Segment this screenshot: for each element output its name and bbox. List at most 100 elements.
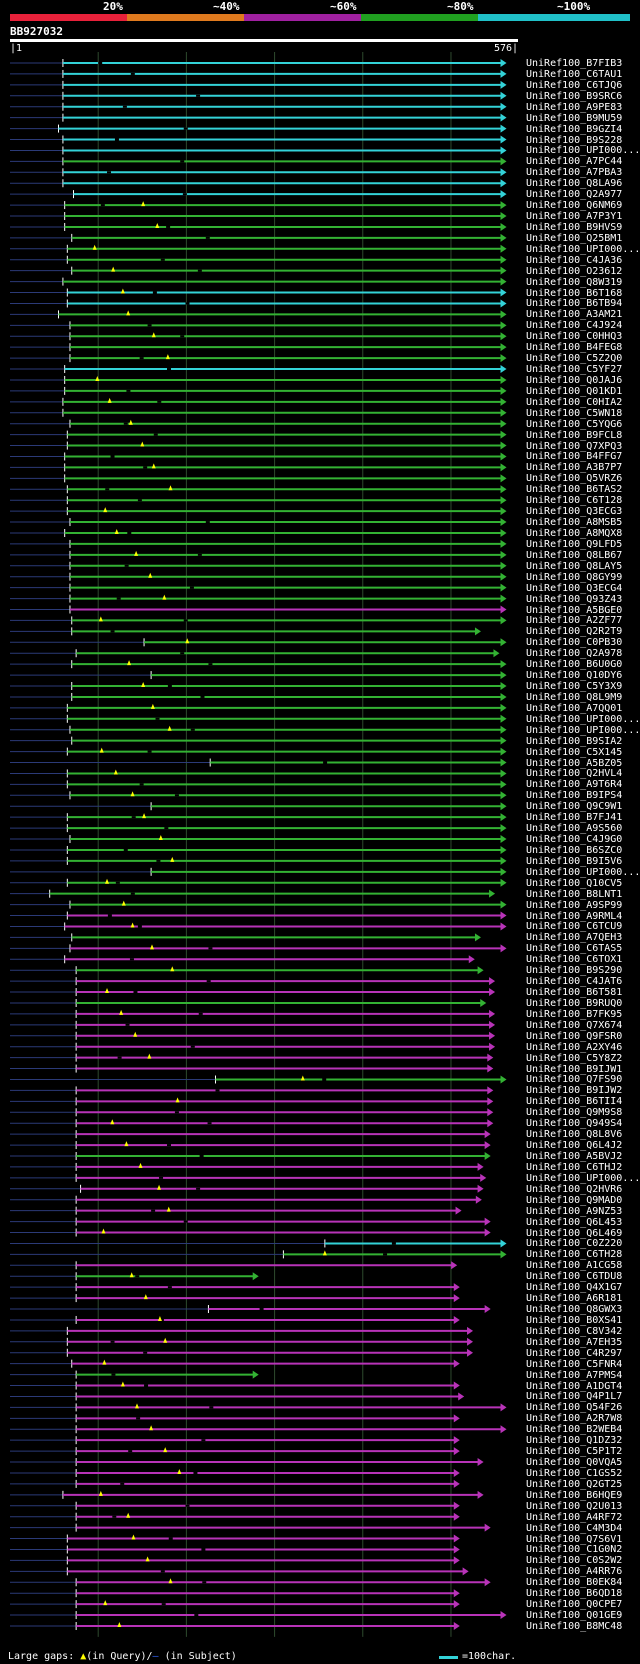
hit-label[interactable]: UniRef100_A5BGE0	[526, 604, 623, 616]
hit-label[interactable]: UniRef100_B6T581	[526, 987, 623, 999]
hit-label[interactable]: UniRef100_C5WN18	[526, 407, 623, 419]
hit-label[interactable]: UniRef100_A7QQ01	[526, 702, 623, 714]
hit-label[interactable]: UniRef100_B9HVS9	[526, 221, 623, 233]
hit-label[interactable]: UniRef100_C6TH28	[526, 1249, 623, 1261]
hit-label[interactable]: UniRef100_C6TAU1	[526, 68, 623, 80]
hit-label[interactable]: UniRef100_Q6NM69	[526, 200, 623, 212]
hit-label[interactable]: UniRef100_Q2GT25	[526, 1478, 623, 1490]
hit-label[interactable]: UniRef100_A7P3Y1	[526, 211, 623, 223]
hit-label[interactable]: UniRef100_Q0VQA5	[526, 1457, 623, 1469]
hit-label[interactable]: UniRef100_Q9M9S8	[526, 1107, 623, 1119]
hit-label[interactable]: UniRef100_A8MSB5	[526, 517, 623, 529]
hit-label[interactable]: UniRef100_O23612	[526, 265, 623, 277]
hit-label[interactable]: UniRef100_A7EH35	[526, 1336, 623, 1348]
hit-label[interactable]: UniRef100_Q6L453	[526, 1216, 623, 1228]
hit-label[interactable]: UniRef100_C6TDU8	[526, 1271, 623, 1283]
hit-label[interactable]: UniRef100_A9RML4	[526, 910, 623, 922]
hit-label[interactable]: UniRef100_C4M3D4	[526, 1522, 623, 1534]
hit-label[interactable]: UniRef100_B6T168	[526, 287, 623, 299]
hit-label[interactable]: UniRef100_B2WEB4	[526, 1424, 623, 1436]
hit-label[interactable]: UniRef100_C5X145	[526, 746, 623, 758]
hit-label[interactable]: UniRef100_A5BVJ2	[526, 1151, 623, 1162]
hit-label[interactable]: UniRef100_Q7XPQ3	[526, 440, 623, 452]
hit-label[interactable]: UniRef100_A7PMS4	[526, 1369, 623, 1381]
hit-label[interactable]: UniRef100_A7QEH3	[526, 932, 623, 944]
hit-label[interactable]: UniRef100_C4J924	[526, 320, 623, 332]
hit-label[interactable]: UniRef100_C5FNR4	[526, 1358, 623, 1370]
hit-label[interactable]: UniRef100_B6QD18	[526, 1588, 623, 1600]
hit-label[interactable]: UniRef100_B0XS41	[526, 1314, 623, 1326]
hit-label[interactable]: UniRef100_Q1DZ32	[526, 1435, 623, 1447]
hit-label[interactable]: UniRef100_UPI000...	[526, 866, 640, 878]
hit-label[interactable]: UniRef100_C0HIA2	[526, 396, 623, 408]
hit-label[interactable]: UniRef100_B9S290	[526, 965, 623, 977]
hit-label[interactable]: UniRef100_Q6L4J2	[526, 1140, 623, 1152]
hit-label[interactable]: UniRef100_C6T128	[526, 495, 623, 507]
hit-label[interactable]: UniRef100_Q4P1L7	[526, 1391, 623, 1403]
hit-label[interactable]: UniRef100_Q25BM1	[526, 232, 623, 244]
hit-label[interactable]: UniRef100_UPI000...	[526, 1172, 640, 1184]
hit-label[interactable]: UniRef100_B6TII4	[526, 1096, 623, 1108]
hit-label[interactable]: UniRef100_Q5VRZ6	[526, 473, 623, 485]
hit-label[interactable]: UniRef100_A9S560	[526, 823, 623, 835]
hit-label[interactable]: UniRef100_B4FFG7	[526, 451, 623, 463]
hit-label[interactable]: UniRef100_C6TAS5	[526, 943, 623, 955]
hit-label[interactable]: UniRef100_A9NZ53	[526, 1205, 623, 1217]
hit-label[interactable]: UniRef100_C1G0N2	[526, 1544, 623, 1556]
hit-label[interactable]: UniRef100_Q4X1G7	[526, 1282, 623, 1294]
hit-label[interactable]: UniRef100_Q949S4	[526, 1118, 623, 1130]
hit-label[interactable]: UniRef100_C5Z2Q0	[526, 353, 623, 365]
hit-label[interactable]: UniRef100_Q9FSR0	[526, 1030, 623, 1042]
hit-label[interactable]: UniRef100_B9SRC6	[526, 90, 623, 102]
hit-label[interactable]: UniRef100_B7FJ41	[526, 812, 623, 824]
hit-label[interactable]: UniRef100_Q2A977	[526, 189, 623, 201]
hit-label[interactable]: UniRef100_Q7FS90	[526, 1074, 623, 1086]
hit-label[interactable]: UniRef100_B9IJW1	[526, 1063, 623, 1075]
hit-label[interactable]: UniRef100_Q7X674	[526, 1019, 623, 1031]
hit-label[interactable]: UniRef100_UPI000...	[526, 243, 640, 255]
hit-label[interactable]: UniRef100_A2R7W8	[526, 1413, 623, 1425]
hit-label[interactable]: UniRef100_C5YF27	[526, 364, 623, 376]
hit-label[interactable]: UniRef100_C8V342	[526, 1325, 623, 1337]
hit-label[interactable]: UniRef100_B8LNT1	[526, 888, 623, 900]
hit-label[interactable]: UniRef100_C0PB30	[526, 637, 623, 649]
hit-label[interactable]: UniRef100_B6U0G0	[526, 659, 623, 671]
hit-label[interactable]: UniRef100_B6HQE9	[526, 1489, 623, 1501]
hit-label[interactable]: UniRef100_A2ZF77	[526, 615, 623, 627]
hit-label[interactable]: UniRef100_B4FEG8	[526, 342, 623, 354]
hit-label[interactable]: UniRef100_Q01KD1	[526, 385, 623, 397]
hit-label[interactable]: UniRef100_C4J9G0	[526, 834, 623, 846]
hit-label[interactable]: UniRef100_Q2HVR6	[526, 1183, 623, 1195]
hit-label[interactable]: UniRef100_B6TB94	[526, 298, 623, 310]
hit-label[interactable]: UniRef100_C4JA36	[526, 254, 623, 266]
hit-label[interactable]: UniRef100_B0EK84	[526, 1577, 623, 1589]
hit-label[interactable]: UniRef100_C5Y3X9	[526, 681, 623, 692]
hit-label[interactable]: UniRef100_UPI000...	[526, 713, 640, 725]
hit-label[interactable]: UniRef100_Q2A978	[526, 648, 623, 660]
hit-label[interactable]: UniRef100_B7FIB3	[526, 58, 623, 69]
hit-label[interactable]: UniRef100_B9S228	[526, 134, 623, 146]
hit-label[interactable]: UniRef100_Q9C9W1	[526, 801, 623, 813]
hit-label[interactable]: UniRef100_A9SP99	[526, 899, 623, 911]
hit-label[interactable]: UniRef100_Q10DY6	[526, 670, 623, 682]
hit-label[interactable]: UniRef100_Q6L469	[526, 1227, 623, 1239]
hit-label[interactable]: UniRef100_UPI000...	[526, 145, 640, 157]
hit-label[interactable]: UniRef100_C5P1T2	[526, 1446, 623, 1458]
hit-label[interactable]: UniRef100_Q3ECG3	[526, 506, 623, 518]
hit-label[interactable]: UniRef100_Q8LA96	[526, 178, 623, 190]
hit-label[interactable]: UniRef100_C6TOX1	[526, 954, 623, 966]
hit-label[interactable]: UniRef100_Q7S6V1	[526, 1533, 623, 1545]
hit-label[interactable]: UniRef100_B9GZI4	[526, 123, 623, 135]
hit-label[interactable]: UniRef100_A6R181	[526, 1293, 623, 1305]
hit-label[interactable]: UniRef100_A1DGT4	[526, 1380, 623, 1392]
hit-label[interactable]: UniRef100_Q0CPE7	[526, 1599, 623, 1611]
hit-label[interactable]: UniRef100_A3B7P7	[526, 462, 623, 474]
hit-label[interactable]: UniRef100_A3AM21	[526, 309, 623, 321]
hit-label[interactable]: UniRef100_B6TAS2	[526, 484, 623, 496]
hit-label[interactable]: UniRef100_C4R297	[526, 1347, 623, 1359]
hit-label[interactable]: UniRef100_B8MC48	[526, 1620, 623, 1632]
hit-label[interactable]: UniRef100_A7PBA3	[526, 167, 623, 179]
hit-label[interactable]: UniRef100_Q9LFD5	[526, 538, 623, 550]
hit-label[interactable]: UniRef100_Q0JAJ6	[526, 374, 623, 386]
hit-label[interactable]: UniRef100_C0Z220	[526, 1238, 623, 1250]
